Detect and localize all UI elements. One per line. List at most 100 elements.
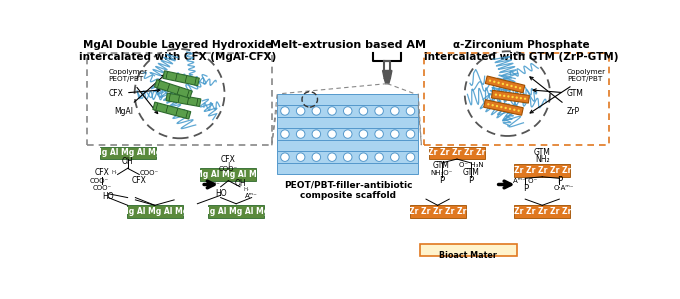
Bar xyxy=(277,117,418,128)
Text: OH: OH xyxy=(122,157,133,166)
Circle shape xyxy=(281,107,289,115)
Circle shape xyxy=(507,95,509,97)
Circle shape xyxy=(496,105,498,107)
Text: P: P xyxy=(469,176,473,185)
Circle shape xyxy=(495,94,497,96)
Text: COO⁻: COO⁻ xyxy=(89,178,109,184)
Circle shape xyxy=(359,130,368,138)
Circle shape xyxy=(296,107,305,115)
FancyBboxPatch shape xyxy=(429,147,485,159)
Text: GTM: GTM xyxy=(462,168,479,177)
Circle shape xyxy=(359,107,368,115)
Text: Mg Al Mg Al Mg: Mg Al Mg Al Mg xyxy=(203,207,270,216)
Circle shape xyxy=(281,130,289,138)
Bar xyxy=(87,53,272,145)
Text: PEOT/PBT-filler-antibiotic
composite scaffold: PEOT/PBT-filler-antibiotic composite sca… xyxy=(284,181,413,200)
FancyBboxPatch shape xyxy=(163,71,199,86)
Text: P: P xyxy=(439,176,444,185)
Text: Zr Zr Zr Zr Zr: Zr Zr Zr Zr Zr xyxy=(513,166,571,175)
Circle shape xyxy=(343,107,352,115)
Circle shape xyxy=(524,97,526,100)
Text: CFX: CFX xyxy=(221,155,236,164)
Text: Melt-extrusion based AM: Melt-extrusion based AM xyxy=(271,40,426,50)
Text: Aᵐ⁻: Aᵐ⁻ xyxy=(245,193,258,199)
Text: GTM: GTM xyxy=(533,89,584,98)
Circle shape xyxy=(511,96,513,98)
Text: ZrP: ZrP xyxy=(530,77,580,116)
Text: COO⁻: COO⁻ xyxy=(92,185,112,191)
Text: Aᵐ⁻: Aᵐ⁻ xyxy=(208,182,220,188)
FancyBboxPatch shape xyxy=(166,93,201,106)
Circle shape xyxy=(499,94,501,96)
Circle shape xyxy=(513,109,515,111)
FancyBboxPatch shape xyxy=(514,164,570,177)
Circle shape xyxy=(296,130,305,138)
Text: CFX: CFX xyxy=(132,176,147,185)
Text: Mg Al Mg Al Mg: Mg Al Mg Al Mg xyxy=(121,207,188,216)
FancyBboxPatch shape xyxy=(208,205,264,218)
Text: CFX: CFX xyxy=(108,89,160,98)
Polygon shape xyxy=(384,78,390,84)
Text: Zr Zr Zr Zr Zr: Zr Zr Zr Zr Zr xyxy=(428,148,486,157)
FancyBboxPatch shape xyxy=(492,90,530,103)
Circle shape xyxy=(296,153,305,161)
Bar xyxy=(277,151,418,163)
Text: Copolymer
PEOT/PBT: Copolymer PEOT/PBT xyxy=(530,69,606,113)
Circle shape xyxy=(487,103,490,106)
Circle shape xyxy=(375,130,384,138)
FancyBboxPatch shape xyxy=(100,147,156,159)
Text: Zr Zr Zr Zr Zr: Zr Zr Zr Zr Zr xyxy=(513,207,571,216)
Circle shape xyxy=(281,153,289,161)
Circle shape xyxy=(515,86,517,88)
Text: H·: H· xyxy=(112,170,118,175)
Circle shape xyxy=(328,153,337,161)
Circle shape xyxy=(520,97,522,99)
Circle shape xyxy=(519,87,522,89)
Circle shape xyxy=(390,107,399,115)
FancyBboxPatch shape xyxy=(486,76,525,93)
Text: Zr Zr Zr Zr Zr: Zr Zr Zr Zr Zr xyxy=(409,207,466,216)
Bar xyxy=(277,94,418,105)
Text: OH: OH xyxy=(234,179,245,188)
Text: Aᵐ⁻ O⁻: Aᵐ⁻ O⁻ xyxy=(513,178,537,184)
Circle shape xyxy=(406,153,415,161)
Circle shape xyxy=(510,85,513,87)
Circle shape xyxy=(509,108,511,110)
Text: O⁻ H₃N: O⁻ H₃N xyxy=(458,162,483,168)
Circle shape xyxy=(375,153,384,161)
Circle shape xyxy=(506,84,509,86)
Text: α-Zirconium Phosphate
intercalated with GTM (ZrP-GTM): α-Zirconium Phosphate intercalated with … xyxy=(424,40,619,62)
Bar xyxy=(277,140,418,151)
Text: H·: H· xyxy=(244,187,250,192)
Text: HO: HO xyxy=(215,189,226,198)
FancyBboxPatch shape xyxy=(483,100,523,115)
FancyBboxPatch shape xyxy=(514,205,570,218)
Circle shape xyxy=(406,130,415,138)
Circle shape xyxy=(515,97,518,99)
Circle shape xyxy=(312,153,320,161)
Text: P: P xyxy=(557,176,562,185)
FancyBboxPatch shape xyxy=(154,80,192,98)
Circle shape xyxy=(343,153,352,161)
FancyBboxPatch shape xyxy=(420,244,517,256)
Text: COO⁻: COO⁻ xyxy=(139,170,158,176)
Text: Mg Al Mg Al Mg: Mg Al Mg Al Mg xyxy=(94,148,161,157)
Bar xyxy=(424,53,609,145)
Circle shape xyxy=(312,130,320,138)
Circle shape xyxy=(498,82,500,84)
Text: O·Aᵐ⁻: O·Aᵐ⁻ xyxy=(554,185,574,191)
Text: GTM: GTM xyxy=(433,161,450,170)
Circle shape xyxy=(503,95,505,97)
Text: MgAl: MgAl xyxy=(114,75,165,116)
Circle shape xyxy=(328,107,337,115)
Circle shape xyxy=(390,153,399,161)
Circle shape xyxy=(493,80,496,83)
Circle shape xyxy=(489,80,491,82)
Text: MgAl Double Layered Hydroxide
intercalated with CFX (MgAl-CFX): MgAl Double Layered Hydroxide intercalat… xyxy=(80,40,277,62)
Bar xyxy=(277,163,418,175)
Text: Bioact Mater: Bioact Mater xyxy=(439,251,497,260)
Text: COO⁻: COO⁻ xyxy=(219,166,238,172)
Bar xyxy=(277,128,418,140)
Circle shape xyxy=(359,153,368,161)
Circle shape xyxy=(328,130,337,138)
